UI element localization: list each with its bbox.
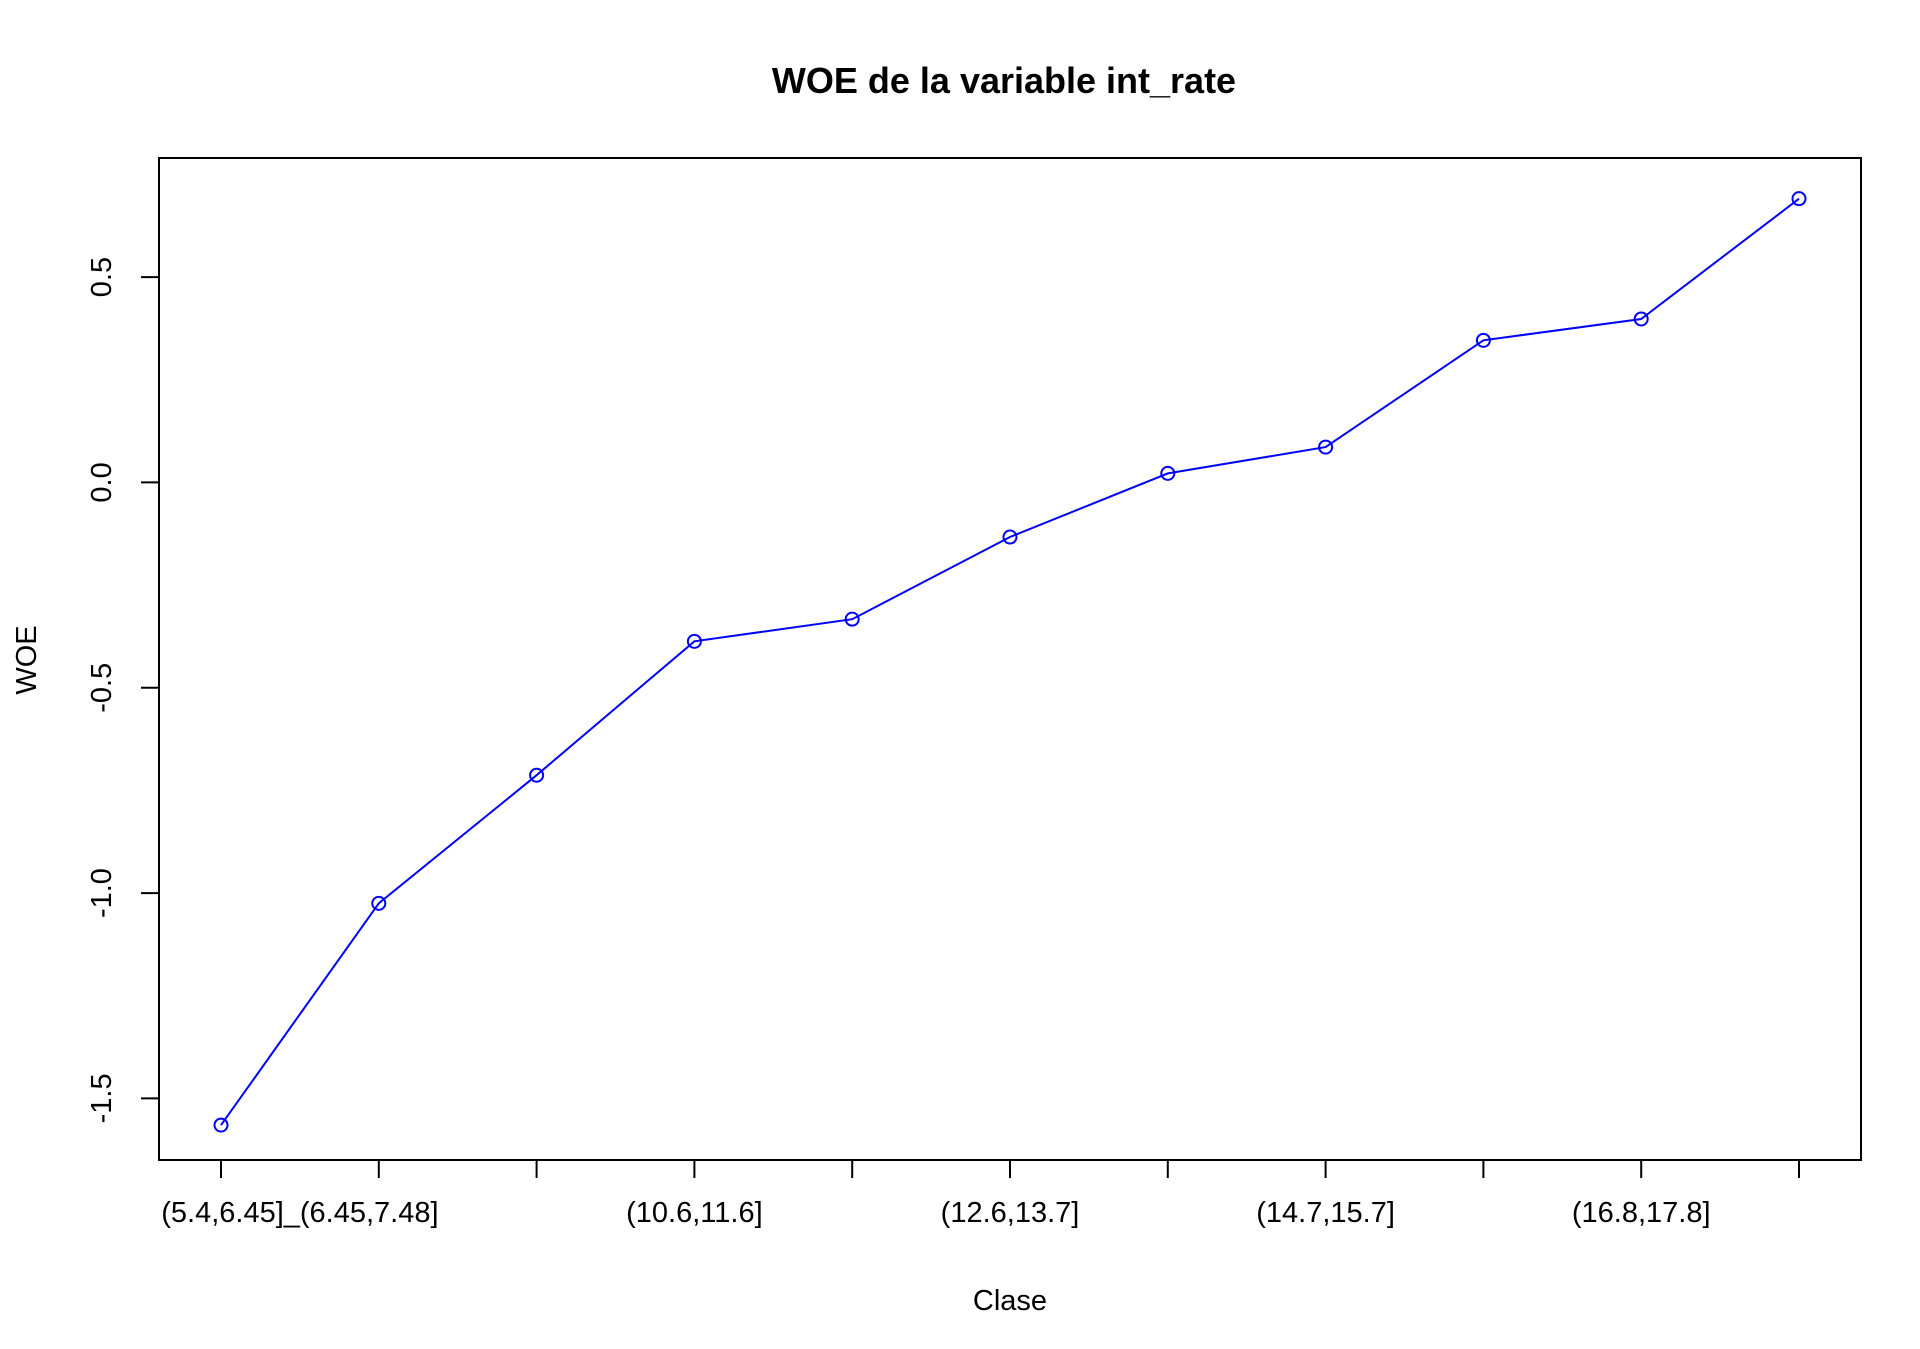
data-point xyxy=(844,611,860,627)
x-tick-label: (16.8,17.8] xyxy=(1572,1197,1711,1229)
data-point xyxy=(1791,191,1807,207)
x-axis-label: Clase xyxy=(973,1285,1047,1317)
chart-title: WOE de la variable int_rate xyxy=(772,60,1236,101)
y-axis-label: WOE xyxy=(11,625,43,694)
data-point xyxy=(1475,332,1491,348)
plot-frame xyxy=(158,157,1862,1161)
data-point xyxy=(1318,439,1334,455)
x-axis: (5.4,6.45]_(6.45,7.48] (10.6,11.6] (12.6,1… xyxy=(161,1159,1800,1229)
x-tick-label: (12.6,13.7] xyxy=(941,1197,1080,1229)
y-tick-label: 0.0 xyxy=(86,462,118,502)
data-point xyxy=(371,895,387,911)
y-tick-label: -1.0 xyxy=(86,868,118,918)
data-point xyxy=(686,633,702,649)
y-tick-label: 0.5 xyxy=(86,257,118,297)
x-tick-label: (5.4,6.45]_(6.45,7.48] xyxy=(161,1197,438,1229)
data-point xyxy=(529,767,545,783)
series-layer xyxy=(213,191,1807,1133)
y-tick-label: -1.5 xyxy=(86,1073,118,1123)
data-point xyxy=(1002,529,1018,545)
y-axis: -1.5 -1.0 -0.5 0.0 0.5 xyxy=(86,257,160,1123)
data-point xyxy=(1160,465,1176,481)
data-point xyxy=(213,1117,229,1133)
y-tick-label: -0.5 xyxy=(86,663,118,713)
data-point xyxy=(1633,311,1649,327)
x-tick-label: (10.6,11.6] xyxy=(626,1197,763,1229)
series-line xyxy=(220,197,1800,1126)
x-tick-label: (14.7,15.7] xyxy=(1256,1197,1395,1229)
